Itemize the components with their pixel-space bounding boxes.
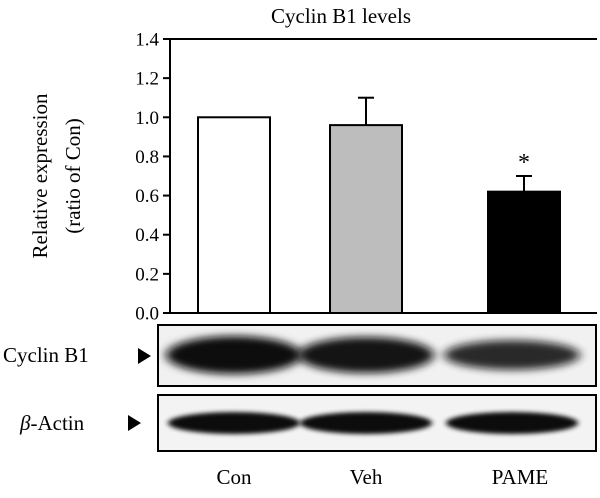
bar-pame — [487, 190, 561, 315]
bar-con — [197, 116, 271, 314]
bars — [170, 116, 597, 315]
cyclin-blot-label: Cyclin B1 — [3, 343, 89, 367]
y-tick-label: 0.6 — [135, 186, 159, 207]
y-tick-label: 0.2 — [135, 264, 159, 285]
y-tick-label: 0.8 — [135, 147, 159, 168]
cyclin-bands — [166, 336, 580, 374]
actin-band — [300, 412, 432, 434]
y-tick-label: 1.0 — [135, 108, 159, 129]
significance-marks: * — [518, 150, 530, 176]
y-axis-label: Relative expression — [28, 93, 52, 259]
bar-veh — [329, 124, 403, 314]
category-label: PAME — [492, 465, 548, 489]
significance-star: * — [518, 150, 530, 176]
cyclin-arrow-icon — [138, 348, 151, 364]
y-axis-label-line2: (ratio of Con) — [61, 118, 85, 233]
cyclin-band — [444, 340, 580, 370]
y-tick-label: 1.2 — [135, 69, 159, 90]
actin-bands — [168, 412, 578, 434]
chart-title: Cyclin B1 levels — [271, 4, 411, 28]
category-label: Veh — [350, 465, 383, 489]
actin-band — [168, 412, 300, 434]
category-label: Con — [216, 465, 252, 489]
y-tick-label: 0.4 — [135, 225, 159, 246]
y-tick-label: 1.4 — [135, 30, 159, 51]
error-bars — [358, 96, 532, 192]
y-ticks: 0.0 0.2 0.4 0.6 0.8 1.0 1.2 1.4 — [135, 30, 170, 325]
actin-band — [446, 412, 578, 434]
cyclin-band — [166, 336, 302, 374]
category-labels: Con Veh PAME — [216, 465, 548, 489]
actin-blot-label: β-Actin — [19, 411, 85, 435]
cyclin-band — [298, 337, 434, 373]
actin-arrow-icon — [128, 415, 141, 431]
y-tick-label: 0.0 — [135, 304, 159, 325]
